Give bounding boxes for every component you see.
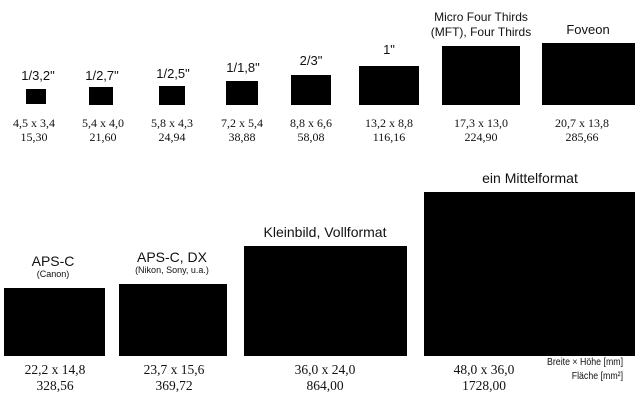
sensor-rect-1-1-8 — [226, 81, 258, 105]
sensor-area: 285,66 — [565, 130, 599, 144]
sensor-area: 864,00 — [306, 378, 344, 393]
sensor-dims: 48,0 x 36,0 — [453, 362, 515, 377]
sensor-dims: 13,2 x 8,8 — [365, 116, 413, 130]
sensor-label-mft-line1: Micro Four Thirds — [434, 10, 528, 24]
sensor-dims: 23,7 x 15,6 — [143, 362, 205, 377]
sensor-dims: 36,0 x 24,0 — [294, 362, 356, 377]
sensor-values-1-1-8: 7,2 x 5,4 38,88 — [221, 116, 263, 144]
legend-dims-label: Breite × Höhe [mm] — [547, 357, 624, 368]
sensor-values-mittelformat: 48,0 x 36,0 1728,00 — [454, 362, 515, 394]
sensor-label-1-2-7: 1/2,7" — [85, 68, 119, 83]
sensor-area: 116,16 — [372, 130, 406, 144]
sensor-dims: 4,5 x 3,4 — [13, 116, 55, 130]
sensor-dims: 17,3 x 13,0 — [454, 116, 508, 130]
sensor-label-mittelformat: ein Mittelformat — [482, 170, 578, 186]
sensor-area: 224,90 — [464, 130, 498, 144]
sensor-dims: 8,8 x 6,6 — [290, 116, 332, 130]
sensor-label-mft: Micro Four Thirds (MFT), Four Thirds — [431, 10, 531, 40]
sensor-name: APS-C — [31, 253, 75, 269]
sensor-label-1-inch: 1" — [383, 42, 395, 57]
sensor-name: APS-C, DX — [136, 249, 207, 265]
sensor-rect-1-2-7 — [89, 87, 113, 105]
sensor-area: 328,56 — [36, 378, 74, 393]
sensor-dims: 20,7 x 13,8 — [555, 116, 609, 130]
sensor-values-2-3: 8,8 x 6,6 58,08 — [290, 116, 332, 144]
sensor-rect-apsc-dx — [119, 284, 227, 356]
sensor-area: 24,94 — [158, 130, 186, 144]
sensor-dims: 5,8 x 4,3 — [151, 116, 193, 130]
sensor-area: 58,08 — [297, 130, 325, 144]
sensor-values-vollformat: 36,0 x 24,0 864,00 — [295, 362, 356, 394]
sensor-label-1-3-2: 1/3,2" — [21, 68, 55, 83]
sensor-label-apsc-canon: APS-C (Canon) — [32, 253, 75, 280]
sensor-values-mft: 17,3 x 13,0 224,90 — [454, 116, 508, 144]
sensor-rect-1-3-2 — [26, 89, 46, 104]
sensor-area: 15,30 — [20, 130, 48, 144]
legend-area-label: Fläche [mm²] — [571, 371, 624, 382]
sensor-rect-1-2-5 — [159, 86, 185, 105]
sensor-values-1-inch: 13,2 x 8,8 116,16 — [365, 116, 413, 144]
sensor-rect-2-3 — [291, 75, 331, 105]
units-legend: Breite × Höhe [mm] Fläche [mm²] — [547, 356, 623, 384]
sensor-area: 21,60 — [89, 130, 117, 144]
sensor-sub: (Nikon, Sony, u.a.) — [135, 265, 209, 275]
sensor-rect-1-inch — [359, 66, 419, 105]
sensor-values-foveon: 20,7 x 13,8 285,66 — [555, 116, 609, 144]
sensor-dims: 22,2 x 14,8 — [24, 362, 86, 377]
sensor-rect-mittelformat — [424, 192, 635, 356]
sensor-label-apsc-dx: APS-C, DX (Nikon, Sony, u.a.) — [135, 249, 209, 276]
sensor-area: 1728,00 — [462, 378, 506, 393]
sensor-values-apsc-canon: 22,2 x 14,8 328,56 — [25, 362, 86, 394]
sensor-values-1-2-5: 5,8 x 4,3 24,94 — [151, 116, 193, 144]
sensor-label-vollformat: Kleinbild, Vollformat — [263, 224, 387, 240]
sensor-dims: 7,2 x 5,4 — [221, 116, 263, 130]
sensor-sub: (Canon) — [36, 269, 70, 279]
sensor-label-foveon: Foveon — [566, 22, 610, 37]
sensor-values-1-2-7: 5,4 x 4,0 21,60 — [82, 116, 124, 144]
sensor-rect-foveon — [542, 43, 635, 105]
sensor-values-1-3-2: 4,5 x 3,4 15,30 — [13, 116, 55, 144]
sensor-label-mft-line2: (MFT), Four Thirds — [430, 25, 532, 39]
sensor-area: 38,88 — [228, 130, 256, 144]
sensor-rect-apsc-canon — [4, 288, 105, 356]
sensor-rect-vollformat — [244, 246, 407, 356]
sensor-label-1-2-5: 1/2,5" — [156, 66, 190, 81]
sensor-dims: 5,4 x 4,0 — [82, 116, 124, 130]
sensor-label-1-1-8: 1/1,8" — [226, 60, 260, 75]
sensor-rect-mft — [442, 46, 520, 105]
sensor-area: 369,72 — [155, 378, 193, 393]
sensor-label-2-3: 2/3" — [299, 53, 323, 68]
sensor-values-apsc-dx: 23,7 x 15,6 369,72 — [144, 362, 205, 394]
